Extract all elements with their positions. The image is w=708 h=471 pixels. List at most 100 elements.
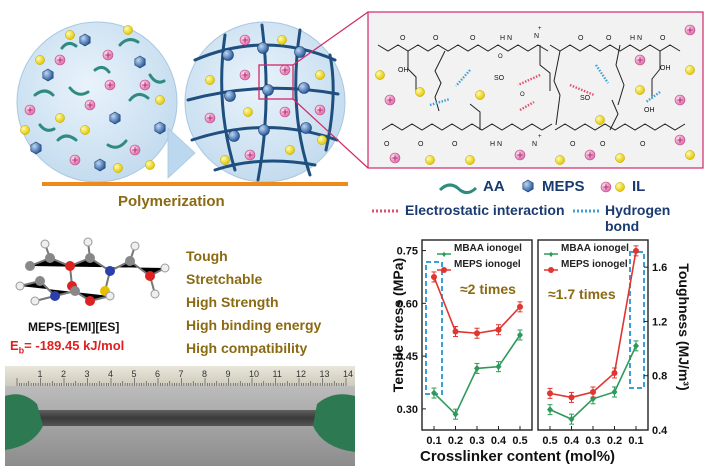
data-point-mbaa bbox=[547, 406, 553, 414]
data-point-meps bbox=[517, 303, 523, 310]
y-tick-label: 1.6 bbox=[652, 262, 667, 274]
process-arrow bbox=[167, 127, 196, 179]
electrostatic-marks bbox=[517, 73, 595, 112]
tensile-legend-mbaa: MBAA ionogel bbox=[454, 243, 522, 254]
hbond-legend-label: Hydrogen bond bbox=[605, 202, 671, 234]
x-tick-label: 0.5 bbox=[542, 435, 557, 447]
x-tick-label: 0.4 bbox=[491, 435, 507, 447]
meps-legend-label: MEPS bbox=[542, 178, 585, 195]
ruler-tick-label: 5 bbox=[131, 369, 137, 379]
x-tick-label: 0.2 bbox=[448, 435, 463, 447]
data-point-meps bbox=[590, 389, 596, 395]
aa-legend-icon bbox=[438, 183, 478, 195]
svg-text:O: O bbox=[600, 141, 606, 148]
ruler-tick-label: 2 bbox=[61, 369, 67, 379]
svg-text:O: O bbox=[418, 141, 424, 148]
ruler-tick-label: 4 bbox=[108, 369, 114, 379]
energy-value: = -189.45 kJ/mol bbox=[24, 338, 125, 353]
tensile-y-label: Tensile stress (MPa) bbox=[390, 257, 406, 393]
toughness-legend-meps: MEPS ionogel bbox=[561, 259, 628, 270]
meps-legend-icon bbox=[522, 179, 534, 193]
data-point-mbaa bbox=[568, 415, 575, 423]
svg-text:O: O bbox=[660, 35, 666, 42]
y-tick-label: 0.4 bbox=[652, 425, 668, 437]
svg-text:O: O bbox=[384, 141, 390, 148]
property-tough: Tough bbox=[186, 248, 228, 264]
ruler bbox=[5, 366, 355, 386]
y-tick-label: 0.8 bbox=[652, 371, 667, 383]
binding-energy: Eb= -189.45 kJ/mol bbox=[10, 338, 124, 356]
svg-text:+: + bbox=[538, 134, 542, 140]
molecule-name: MEPS-[EMI][ES] bbox=[28, 320, 120, 334]
svg-text:OH: OH bbox=[398, 67, 409, 74]
data-point-mbaa bbox=[611, 388, 618, 396]
property-stretchable: Stretchable bbox=[186, 271, 263, 287]
ruler-tick-label: 8 bbox=[202, 369, 208, 379]
y-tick-label: 0.75 bbox=[397, 246, 418, 258]
data-point-mbaa bbox=[633, 342, 639, 350]
data-point-meps bbox=[633, 247, 639, 254]
property-compatibility: High compatibility bbox=[186, 340, 308, 356]
property-binding-energy: High binding energy bbox=[186, 317, 322, 333]
svg-text:O: O bbox=[570, 141, 576, 148]
aa-chains-monomer bbox=[33, 38, 166, 149]
svg-text:O: O bbox=[470, 35, 476, 42]
ruler-tick-label: 10 bbox=[249, 369, 260, 379]
zoom-box bbox=[258, 64, 294, 100]
molecule-model bbox=[15, 237, 170, 306]
aa-legend-label: AA bbox=[483, 178, 505, 195]
svg-text:H N: H N bbox=[490, 141, 502, 148]
ruler-photo-art bbox=[5, 366, 355, 466]
svg-text:SO: SO bbox=[580, 95, 591, 102]
x-tick-label: 0.2 bbox=[607, 435, 622, 447]
energy-symbol: E bbox=[10, 338, 19, 353]
svg-text:O: O bbox=[400, 35, 406, 42]
tensile-annotation: ≈2 times bbox=[460, 281, 516, 297]
electrostatic-legend-label: Electrostatic interaction bbox=[405, 202, 565, 218]
x-tick-label: 0.3 bbox=[585, 435, 600, 447]
y-tick-label: 0.45 bbox=[397, 351, 418, 363]
data-point-mbaa bbox=[590, 395, 596, 403]
toughness-y-label: Toughness (MJ/m³) bbox=[676, 263, 692, 391]
svg-text:N: N bbox=[532, 141, 537, 148]
ruler-tick-label: 7 bbox=[178, 369, 184, 379]
mechanical-chart: 0.1 0.2 0.3 0.4 0.5 0.30 0.45 0.60 0.75 0.5 0.4 0.3… bbox=[397, 239, 668, 447]
svg-text:OH: OH bbox=[660, 65, 671, 72]
svg-text:♦: ♦ bbox=[549, 249, 554, 259]
svg-text:O: O bbox=[452, 141, 458, 148]
data-point-mbaa bbox=[452, 410, 459, 418]
il-legend-label: IL bbox=[632, 178, 646, 195]
process-label: Polymerization bbox=[118, 193, 225, 210]
data-point-mbaa bbox=[474, 364, 480, 372]
right-glove bbox=[313, 394, 355, 452]
ruler-tick-label: 9 bbox=[225, 369, 231, 379]
data-point-meps bbox=[452, 328, 459, 335]
svg-text:+: + bbox=[538, 26, 542, 32]
svg-text:H N: H N bbox=[630, 35, 642, 42]
toughness-annotation: ≈1.7 times bbox=[548, 286, 616, 302]
il-yellow-icon bbox=[615, 182, 625, 192]
energy-subscript: b bbox=[18, 345, 25, 356]
x-tick-label: 0.1 bbox=[628, 435, 643, 447]
svg-text:♦: ♦ bbox=[442, 249, 447, 259]
hydrogen-bond-marks bbox=[429, 64, 661, 107]
data-point-meps bbox=[611, 370, 618, 376]
svg-text:OH: OH bbox=[644, 107, 655, 114]
ruler-tick-label: 11 bbox=[272, 369, 282, 379]
ruler-labels: 1 2 3 4 5 6 7 8 9 10 11 12 13 14 bbox=[5, 369, 355, 383]
svg-text:H N: H N bbox=[500, 35, 512, 42]
svg-text:O: O bbox=[498, 54, 503, 60]
stretch-photo: 1 2 3 4 5 6 7 8 9 10 11 12 13 14 bbox=[5, 366, 355, 466]
ruler-tick-label: 12 bbox=[296, 369, 307, 379]
svg-text:O: O bbox=[578, 35, 584, 42]
x-tick-label: 0.3 bbox=[469, 435, 484, 447]
ruler-tick-label: 1 bbox=[37, 369, 43, 379]
data-point-meps bbox=[547, 390, 553, 397]
ruler-tick-label: 14 bbox=[343, 369, 354, 379]
data-point-meps bbox=[495, 326, 502, 333]
ionogel-film bbox=[35, 410, 325, 426]
data-point-mbaa bbox=[431, 389, 437, 397]
y-tick-label: 0.30 bbox=[397, 404, 418, 416]
toughness-legend-mbaa: MBAA ionogel bbox=[561, 243, 629, 254]
